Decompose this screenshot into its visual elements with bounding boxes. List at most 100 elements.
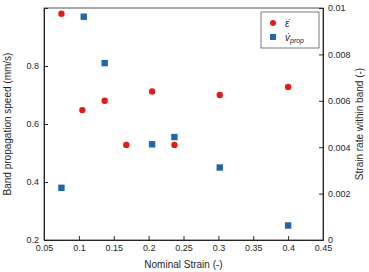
- point: [285, 222, 291, 228]
- point-shape: [79, 107, 85, 113]
- tick-label: 0.2: [143, 243, 156, 253]
- plot: 0.050.10.150.20.250.30.350.40.450.20.40.…: [26, 3, 350, 253]
- tick-mark: [114, 236, 115, 240]
- point: [58, 11, 64, 17]
- tick-mark: [288, 236, 289, 240]
- legend: ε̇ v̇prop: [261, 12, 319, 48]
- tick: 0.002: [319, 189, 351, 199]
- tick-mark: [44, 124, 48, 125]
- tick: 0.15: [105, 236, 123, 253]
- tick: 0.1: [73, 236, 86, 253]
- point-shape: [285, 222, 291, 228]
- tick-label: 0.25: [175, 243, 193, 253]
- point-shape: [217, 92, 223, 98]
- tick-mark: [319, 240, 323, 241]
- point-shape: [123, 142, 129, 148]
- point-shape: [149, 88, 155, 94]
- tick: 0.35: [245, 236, 263, 253]
- tick-label: 0.4: [26, 177, 39, 187]
- x-axis: 0.050.10.150.20.250.30.350.40.45: [36, 236, 333, 253]
- tick-label: 0.4: [282, 243, 295, 253]
- point-shape: [101, 98, 107, 104]
- x-axis-title: Nominal Strain (-): [144, 259, 222, 270]
- marks: [58, 11, 291, 229]
- tick: 0.4: [282, 236, 295, 253]
- axis-line: [45, 9, 49, 241]
- legend-label: v̇prop: [285, 32, 304, 46]
- y2-axis-title: Strain rate within band (-): [354, 68, 365, 180]
- tick: 0.6: [26, 119, 48, 129]
- tick-mark: [184, 236, 185, 240]
- tick-label: 0.006: [328, 96, 351, 106]
- y-axis-title: Band propagation speed (mm/s): [2, 53, 13, 196]
- tick-label: 0: [328, 235, 333, 245]
- legend-marker: [270, 20, 276, 26]
- tick-mark: [319, 8, 323, 9]
- point: [101, 98, 107, 104]
- chart: 0.050.10.150.20.250.30.350.40.450.20.40.…: [0, 0, 369, 272]
- point: [149, 141, 155, 147]
- tick: 0.2: [143, 236, 156, 253]
- point: [285, 84, 291, 90]
- tick-mark: [44, 66, 48, 67]
- tick-label: 0.3: [213, 243, 226, 253]
- tick-label: 0.002: [328, 189, 351, 199]
- tick: 0.2: [26, 235, 48, 245]
- tick-mark: [79, 236, 80, 240]
- tick: 0.006: [319, 96, 351, 106]
- point: [171, 134, 177, 140]
- y2-axis: 0 0.002 0.004 0.006 0.008 0.01: [319, 3, 351, 245]
- tick-label: 0.01: [328, 3, 346, 13]
- point: [81, 14, 87, 20]
- point: [123, 142, 129, 148]
- tick-label: 0.6: [26, 119, 39, 129]
- tick-label: 0.8: [26, 61, 39, 71]
- point-shape: [58, 185, 64, 191]
- tick-mark: [44, 240, 48, 241]
- legend-box: [261, 12, 319, 48]
- tick-label: 0.15: [105, 243, 123, 253]
- tick: 0.01: [319, 3, 346, 13]
- y-axis: 0.2 0.4 0.6 0.8: [26, 9, 48, 246]
- tick-mark: [44, 182, 48, 183]
- plot-frame: [44, 8, 323, 240]
- tick-mark: [253, 236, 254, 240]
- tick-label: 0.35: [245, 243, 263, 253]
- tick-label: 0.008: [328, 50, 351, 60]
- point-shape: [149, 141, 155, 147]
- point-shape: [285, 84, 291, 90]
- point-shape: [217, 164, 223, 170]
- tick-mark: [319, 101, 323, 102]
- tick-label: 0.2: [26, 235, 39, 245]
- point: [217, 164, 223, 170]
- point-shape: [101, 60, 107, 66]
- tick: 0.4: [26, 177, 48, 187]
- point: [217, 92, 223, 98]
- legend-label: ε̇: [285, 18, 290, 29]
- axis-line: [319, 9, 324, 241]
- tick: 0.3: [213, 236, 226, 253]
- point-shape: [171, 142, 177, 148]
- tick: 0.004: [319, 143, 351, 153]
- point-shape: [81, 14, 87, 20]
- tick-label: 0.1: [73, 243, 86, 253]
- tick-label: 0.004: [328, 143, 351, 153]
- point: [101, 60, 107, 66]
- tick-mark: [319, 194, 323, 195]
- point: [58, 185, 64, 191]
- point-shape: [58, 11, 64, 17]
- axis-line: [45, 236, 324, 241]
- point: [149, 88, 155, 94]
- tick: 0.25: [175, 236, 193, 253]
- tick-mark: [319, 147, 323, 148]
- tick: 0.008: [319, 50, 351, 60]
- tick-mark: [319, 54, 323, 55]
- tick: 0.8: [26, 61, 48, 71]
- tick-mark: [218, 236, 219, 240]
- tick: 0: [319, 235, 333, 245]
- legend-entry: v̇prop: [270, 32, 304, 46]
- legend-marker: [270, 34, 276, 40]
- point: [171, 142, 177, 148]
- legend-entry: ε̇: [270, 18, 290, 29]
- point: [79, 107, 85, 113]
